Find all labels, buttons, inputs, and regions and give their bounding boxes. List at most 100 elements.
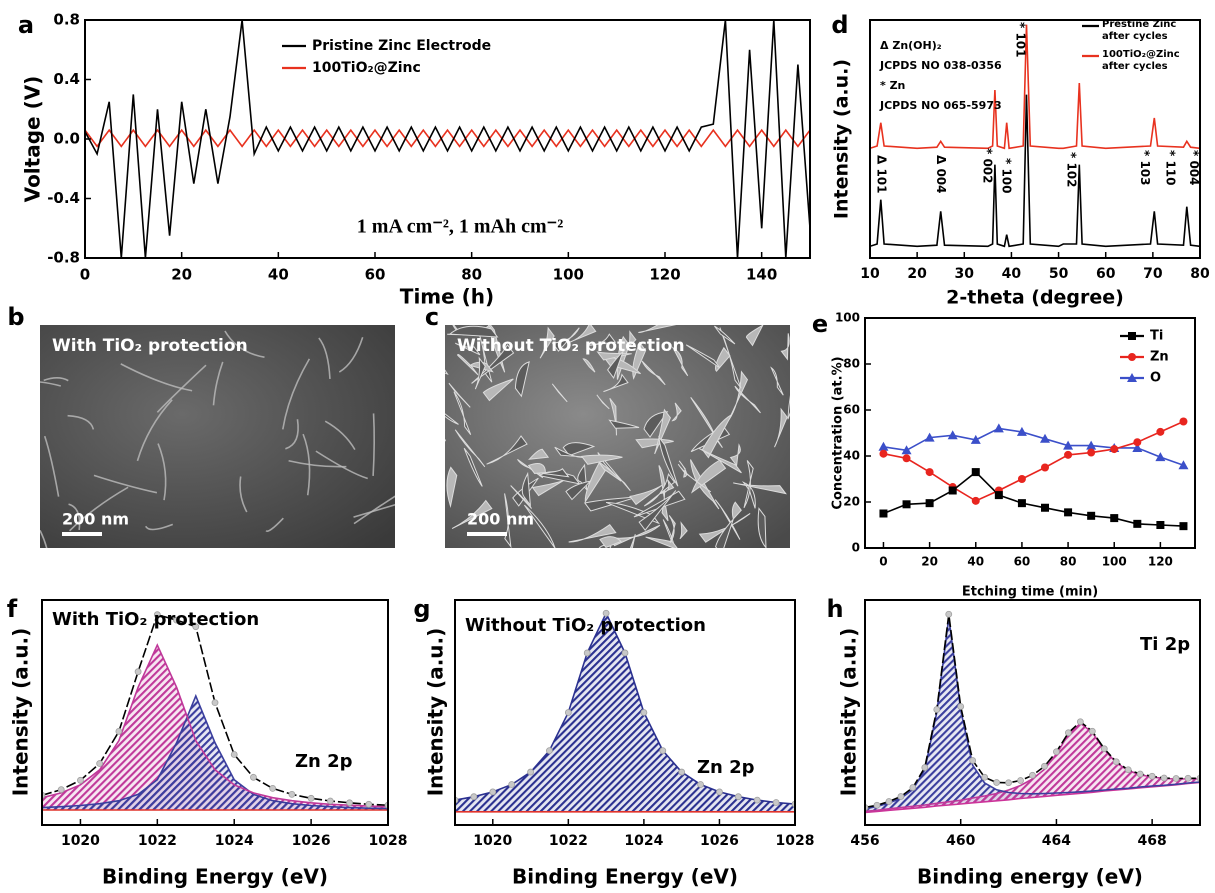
- marker: [1155, 452, 1166, 462]
- marker: [879, 449, 888, 458]
- x-tick-label: 10: [860, 266, 880, 282]
- plot-area: [85, 19, 810, 259]
- ridge: [239, 476, 248, 513]
- x-tick-label: 1026: [700, 833, 739, 849]
- data-point: [1124, 766, 1132, 774]
- ridge: [224, 330, 265, 358]
- x-tick-label: 0: [879, 555, 887, 569]
- data-point: [546, 747, 553, 755]
- flake: [685, 344, 721, 369]
- data-point: [1184, 774, 1192, 782]
- data-point: [969, 757, 977, 764]
- legend-label: Zn: [1150, 350, 1169, 365]
- data-point: [1100, 745, 1108, 753]
- marker: [947, 430, 958, 440]
- data-point: [1017, 777, 1024, 784]
- plot-frame: [869, 19, 1201, 259]
- x-axis-label: Binding Energy (eV): [512, 865, 738, 889]
- flake: [514, 361, 530, 398]
- flake: [608, 419, 640, 429]
- data-point: [508, 781, 516, 788]
- flake: [734, 385, 761, 414]
- x-tick-label: 1022: [549, 833, 588, 849]
- flake: [745, 325, 764, 347]
- data-point: [602, 609, 610, 617]
- flake: [474, 356, 486, 390]
- flake: [609, 397, 617, 436]
- flake: [453, 391, 472, 436]
- hatch-fill: [42, 696, 388, 810]
- flake: [521, 471, 532, 507]
- flake: [603, 373, 629, 393]
- x-tick-label: 80: [1060, 555, 1077, 569]
- flake: [445, 439, 447, 442]
- flake: [562, 442, 596, 457]
- data-point: [326, 797, 334, 805]
- ridge: [324, 420, 356, 451]
- legend-label: Ti: [1150, 329, 1163, 344]
- y-tick-label: 100: [835, 311, 860, 325]
- flake: [733, 482, 787, 495]
- flake: [629, 483, 665, 506]
- data-point: [96, 760, 104, 767]
- peak-label: * 004: [1187, 150, 1201, 186]
- x-tick-label: 1020: [473, 833, 512, 849]
- marker: [1064, 508, 1073, 517]
- flake: [446, 466, 458, 509]
- flake: [568, 325, 597, 344]
- data-point: [583, 649, 591, 657]
- y-axis-label: Voltage (V): [21, 76, 45, 203]
- plot-frame: [41, 599, 389, 826]
- flake: [629, 534, 636, 548]
- data-point: [115, 728, 123, 735]
- data-point: [716, 788, 723, 796]
- image-label: With TiO₂ protection: [52, 336, 248, 356]
- series-line: [870, 94, 1200, 248]
- marker: [1063, 440, 1074, 450]
- data-point: [640, 709, 648, 716]
- ridge: [156, 364, 207, 413]
- flake: [787, 395, 790, 420]
- x-tick-label: 20: [921, 555, 938, 569]
- data-point: [564, 709, 572, 716]
- flake: [689, 459, 720, 510]
- data-point: [134, 668, 142, 676]
- flake: [552, 383, 568, 403]
- marker: [1156, 521, 1165, 529]
- ridge: [120, 363, 193, 392]
- flake: [714, 499, 741, 540]
- data-point: [173, 616, 180, 624]
- flake: [587, 333, 617, 346]
- data-point: [346, 799, 353, 807]
- data-point: [1148, 772, 1156, 780]
- flake: [551, 327, 580, 352]
- x-tick-label: 50: [1049, 266, 1069, 282]
- flake: [638, 325, 677, 334]
- ridge: [315, 450, 368, 480]
- flake: [596, 351, 632, 361]
- flake: [677, 463, 712, 493]
- data-point: [753, 796, 761, 804]
- data-point: [993, 779, 1001, 786]
- y-tick-label: 0: [852, 541, 860, 555]
- ridge: [68, 503, 81, 531]
- marker: [1133, 519, 1142, 528]
- sem-image: [40, 325, 395, 548]
- x-tick-label: 80: [1190, 266, 1210, 282]
- flake: [463, 447, 483, 487]
- legend-label: O: [1150, 371, 1161, 386]
- ridge: [372, 413, 375, 477]
- y-tick-label: 0.8: [53, 11, 80, 29]
- flake: [451, 499, 493, 529]
- data-point: [250, 773, 257, 781]
- flake: [660, 479, 675, 495]
- data-point: [885, 798, 893, 805]
- data-point: [470, 793, 478, 801]
- ridge: [338, 336, 364, 373]
- x-tick-label: 1024: [624, 833, 663, 849]
- flake: [598, 544, 612, 548]
- ridge: [157, 443, 167, 501]
- flake: [635, 438, 674, 449]
- data-point: [230, 751, 238, 758]
- ridge: [69, 486, 129, 532]
